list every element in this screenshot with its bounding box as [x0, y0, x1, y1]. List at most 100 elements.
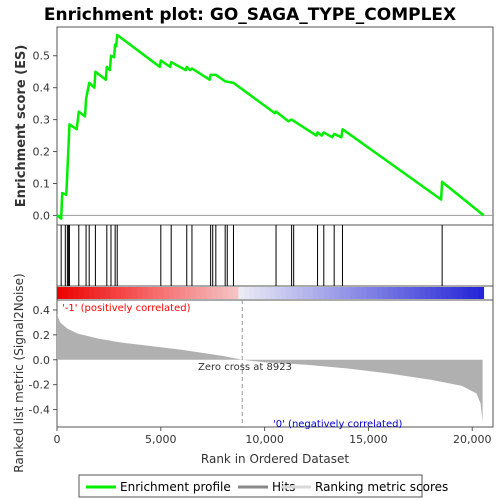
colorbar-segment — [254, 287, 261, 299]
colorbar-segment — [280, 287, 287, 299]
es-y-tick-label: 0.5 — [33, 50, 51, 63]
colorbar-segment — [88, 287, 95, 299]
es-y-tick-label: 0.3 — [33, 114, 51, 127]
colorbar-segment — [126, 287, 133, 299]
colorbar-segment — [227, 287, 234, 299]
metric-y-axis-label: Ranked list metric (Signal2Noise) — [12, 273, 26, 472]
es-panel-frame — [56, 26, 494, 226]
colorbar-segment — [323, 287, 330, 299]
colorbar-segment — [174, 287, 181, 299]
colorbar-segment — [334, 287, 341, 299]
enrichment-profile-line — [56, 33, 485, 220]
colorbar-segment — [414, 287, 421, 299]
colorbar-segment — [382, 287, 389, 299]
colorbar-segment — [99, 287, 106, 299]
colorbar-segment — [462, 287, 469, 299]
colorbar-segment — [72, 287, 79, 299]
colorbar-segment — [296, 287, 303, 299]
colorbar-segment — [195, 287, 202, 299]
chart-title: Enrichment plot: GO_SAGA_TYPE_COMPLEX — [44, 5, 456, 25]
colorbar-segment — [355, 287, 362, 299]
colorbar-segment — [83, 287, 90, 299]
metric-axis: 0.4 0.2 0.0 -0.2 -0.4 0 5,000 10,000 15,000 20,00… — [29, 304, 492, 446]
colorbar-segment — [328, 287, 335, 299]
colorbar-segment — [387, 287, 394, 299]
metric-y-tick-label: -0.2 — [29, 379, 50, 392]
colorbar-segment — [147, 287, 154, 299]
colorbar-segment — [366, 287, 373, 299]
colorbar-segment — [259, 287, 266, 299]
colorbar-segment — [179, 287, 186, 299]
colorbar-segment — [264, 287, 271, 299]
colorbar-segment — [302, 287, 309, 299]
es-axis: 0.0 0.1 0.2 0.3 0.4 0.5 — [33, 50, 493, 222]
colorbar-segment — [211, 287, 218, 299]
colorbar-segment — [451, 287, 458, 299]
colorbar-segment — [344, 287, 351, 299]
es-y-tick-label: 0.2 — [33, 146, 51, 159]
rank-colorbar — [57, 287, 485, 299]
colorbar-segment — [435, 287, 442, 299]
x-tick-label: 5,000 — [145, 433, 177, 446]
colorbar-segment — [136, 287, 143, 299]
colorbar-segment — [456, 287, 463, 299]
legend-metric-label: Ranking metric scores — [315, 480, 448, 494]
hits-ticks — [60, 225, 443, 286]
colorbar-segment — [248, 287, 255, 299]
positive-correlation-label: '-1' (positively correlated) — [62, 303, 191, 314]
metric-y-tick-label: 0.0 — [33, 354, 51, 367]
colorbar-segment — [94, 287, 101, 299]
colorbar-segment — [291, 287, 298, 299]
x-axis-label: Rank in Ordered Dataset — [201, 452, 349, 466]
colorbar-segment — [78, 287, 85, 299]
colorbar-segment — [216, 287, 223, 299]
colorbar-segment — [104, 287, 111, 299]
legend-enrichment-label: Enrichment profile — [120, 480, 231, 494]
es-y-tick-label: 0.1 — [33, 177, 51, 190]
x-tick-label: 15,000 — [349, 433, 388, 446]
colorbar-segment — [392, 287, 399, 299]
colorbar-segment — [440, 287, 447, 299]
colorbar-segment — [200, 287, 207, 299]
metric-area-path — [57, 313, 483, 422]
zero-cross-label: Zero cross at 8923 — [198, 362, 292, 373]
x-tick-label: 0 — [54, 433, 61, 446]
colorbar-segment — [206, 287, 213, 299]
colorbar-segment — [184, 287, 191, 299]
es-y-tick-label: 0.4 — [33, 82, 51, 95]
colorbar-segment — [120, 287, 127, 299]
metric-y-tick-label: 0.2 — [33, 329, 51, 342]
colorbar-segment — [131, 287, 138, 299]
colorbar-segment — [371, 287, 378, 299]
x-tick-label: 20,000 — [453, 433, 492, 446]
colorbar-segment — [286, 287, 293, 299]
colorbar-segment — [360, 287, 367, 299]
es-y-tick-label: 0.0 — [33, 209, 51, 222]
colorbar-segment — [190, 287, 197, 299]
colorbar-segment — [275, 287, 282, 299]
colorbar-segment — [467, 287, 474, 299]
es-y-axis-label: Enrichment score (ES) — [14, 45, 29, 208]
colorbar-segment — [115, 287, 122, 299]
colorbar-segment — [408, 287, 415, 299]
colorbar-segment — [57, 287, 63, 299]
legend: Enrichment profile Hits Ranking metric s… — [78, 474, 448, 498]
negative-correlation-label: '0' (negatively correlated) — [273, 419, 402, 430]
enrichment-profile-path — [56, 33, 485, 220]
metric-y-tick-label: 0.4 — [33, 304, 51, 317]
colorbar-segment — [243, 287, 250, 299]
colorbar-segment — [478, 287, 485, 299]
colorbar-segment — [419, 287, 426, 299]
colorbar-segment — [110, 287, 117, 299]
colorbar-segment — [67, 287, 74, 299]
colorbar-segment — [446, 287, 453, 299]
hits-panel-frame — [56, 224, 494, 287]
ranked-metric-area — [57, 300, 483, 427]
colorbar-segment — [430, 287, 437, 299]
colorbar-segment — [307, 287, 314, 299]
metric-y-tick-label: -0.4 — [29, 404, 50, 417]
colorbar-segment — [318, 287, 325, 299]
colorbar-segment — [232, 287, 239, 299]
colorbar-segment — [339, 287, 346, 299]
